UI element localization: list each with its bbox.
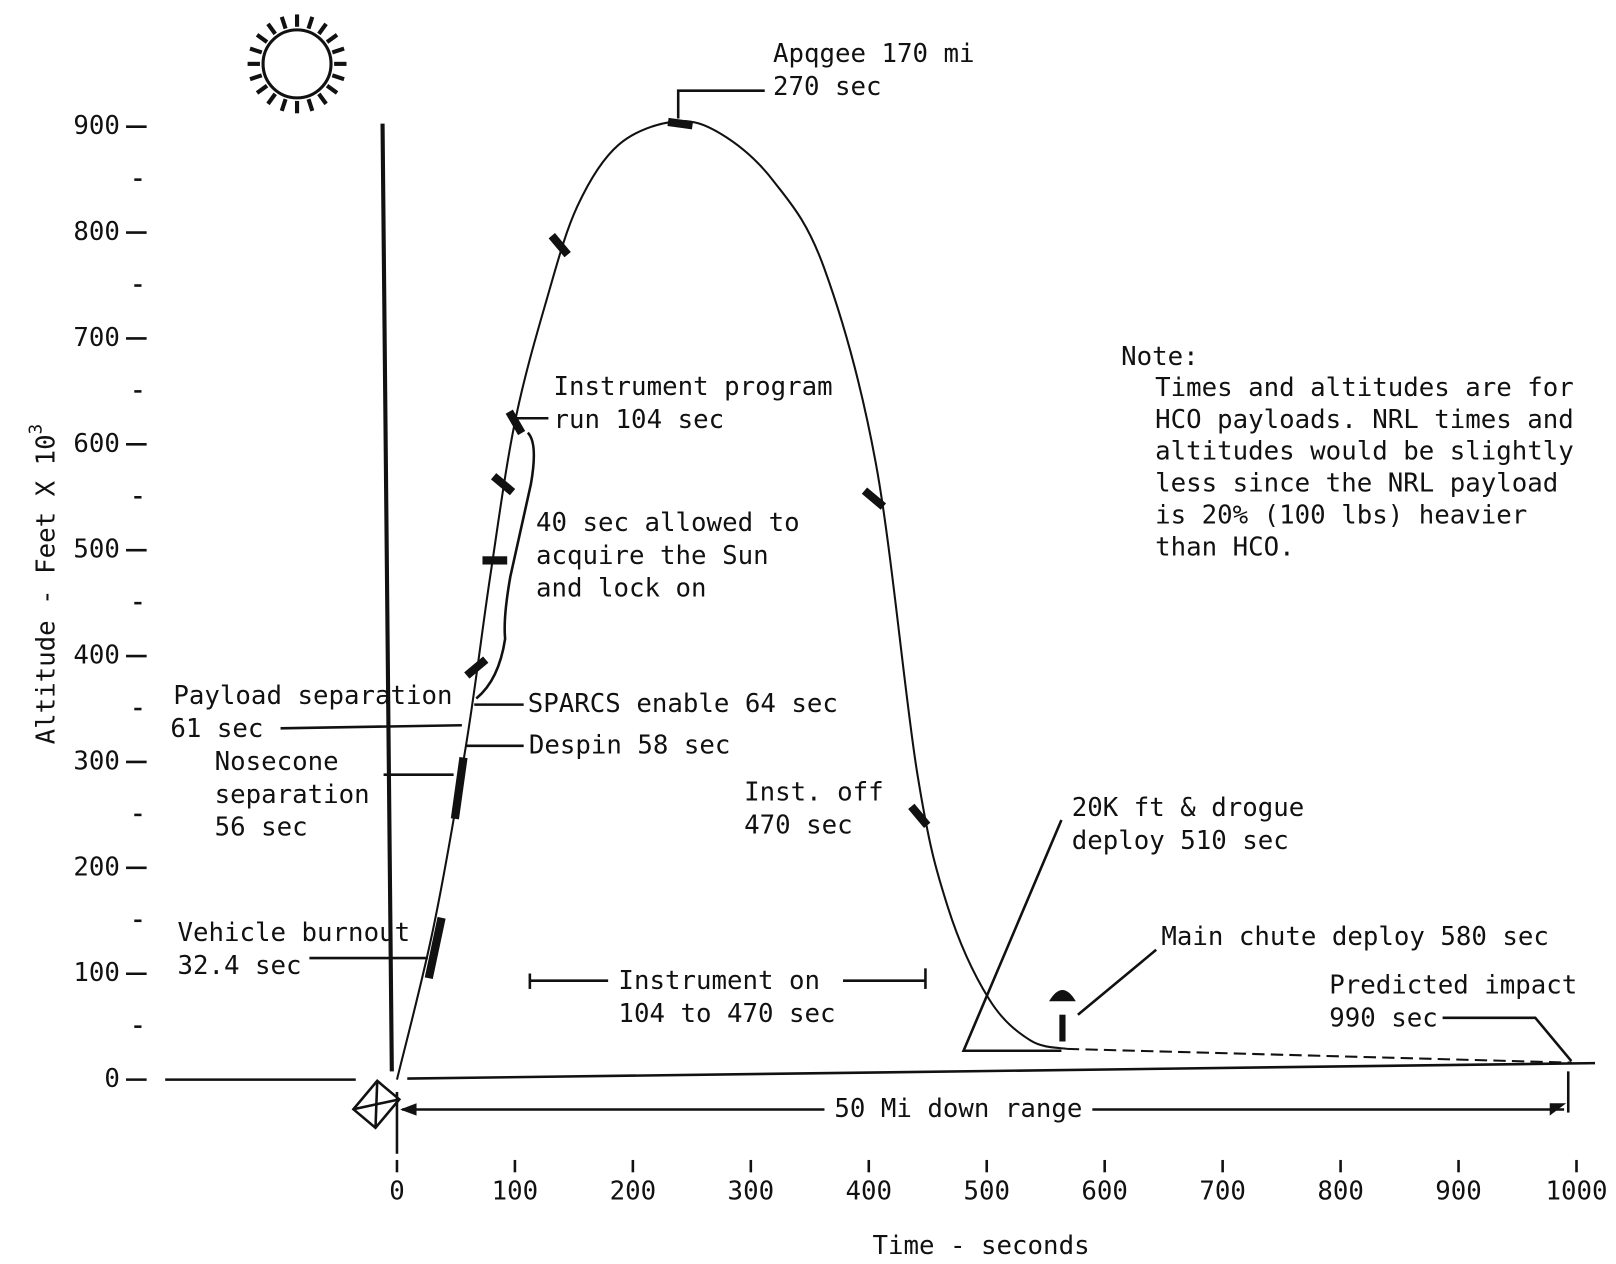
sun-ray (282, 99, 286, 111)
y-tick-label: 200 (73, 852, 120, 882)
leader (281, 725, 462, 728)
annotation: run 104 sec (554, 405, 725, 435)
annotation: 270 sec (773, 72, 882, 102)
note-line: than HCO. (1155, 533, 1295, 563)
y-tick-label: 900 (73, 111, 120, 141)
sun-ray (268, 94, 275, 104)
chart: Altitude - Feet X 103 Time - seconds 0 10… (0, 0, 1616, 1264)
annotation: separation (215, 780, 370, 810)
y-axis-label-text: Altitude - Feet X 10 (31, 434, 61, 744)
sun-ray (309, 17, 313, 29)
annotation: Inst. off (744, 778, 884, 808)
y-tick-label: 0 (104, 1064, 120, 1094)
y-tick-label: 300 (73, 746, 120, 776)
annotation: 990 sec (1329, 1003, 1438, 1033)
annotation: 50 Mi down range (834, 1094, 1082, 1124)
annotation: 61 sec (170, 714, 263, 744)
annotation: 40 sec allowed to (536, 508, 800, 538)
annotation: 470 sec (744, 811, 853, 841)
x-tick-label: 400 (846, 1176, 893, 1206)
x-tick-label: 100 (492, 1176, 539, 1206)
annotation: 104 to 470 sec (618, 999, 835, 1029)
x-tick-label: 0 (389, 1176, 405, 1206)
arrow-head (400, 1103, 416, 1115)
y-tick-label: 600 (73, 429, 120, 459)
sun-ray (319, 24, 326, 34)
y-axis-label: Altitude - Feet X 103 (26, 424, 61, 745)
sun-ray (309, 99, 313, 111)
ground-line (407, 1063, 1595, 1078)
sun-ray (282, 17, 286, 29)
leader (678, 91, 765, 119)
sun-ray (268, 24, 275, 34)
leader (1078, 950, 1156, 1015)
launch-tower (353, 1081, 399, 1128)
note-line: Times and altitudes are for (1155, 373, 1574, 403)
x-tick-label: 300 (728, 1176, 775, 1206)
x-tick-label: 900 (1435, 1176, 1482, 1206)
sun-ray (332, 49, 344, 53)
trajectory (397, 121, 1067, 1080)
note-line: is 20% (100 lbs) heavier (1155, 501, 1527, 531)
annotation: deploy 510 sec (1072, 826, 1289, 856)
y-tick-label: 800 (73, 217, 120, 247)
leader (964, 820, 1062, 1051)
leader (1443, 1018, 1572, 1061)
annotation: 56 sec (215, 813, 308, 843)
annotation: Apqgee 170 mi (773, 39, 975, 69)
y-tick-label: 100 (73, 958, 120, 988)
annotation: Instrument program (554, 372, 833, 402)
sun-ray (332, 75, 344, 79)
y-tick-label: 400 (73, 641, 120, 671)
sun-ray (327, 86, 337, 93)
sun-ray (257, 86, 267, 93)
payload-icons (425, 118, 1076, 1042)
y-tick-label: 500 (73, 535, 120, 565)
annotation: 32.4 sec (178, 951, 302, 981)
annotation: Predicted impact (1329, 970, 1577, 1000)
note-line: HCO payloads. NRL times and (1155, 405, 1574, 435)
y-tick-label: 700 (73, 323, 120, 353)
x-tick-label: 500 (963, 1176, 1010, 1206)
annotation: Main chute deploy 580 sec (1161, 922, 1549, 952)
sun-ray (250, 75, 262, 79)
y-axis-label-exponent: 3 (26, 424, 46, 435)
x-tick-label: 700 (1199, 1176, 1246, 1206)
x-tick-label: 1000 (1545, 1176, 1607, 1206)
annotation: SPARCS enable 64 sec (528, 689, 838, 719)
note-title: Note: (1121, 342, 1199, 372)
annotation: and lock on (536, 574, 707, 604)
x-axis-label: Time - seconds (873, 1231, 1090, 1261)
annotation: Nosecone (215, 747, 339, 777)
x-tick-label: 600 (1081, 1176, 1128, 1206)
x-tick-label: 200 (610, 1176, 657, 1206)
annotation: Payload separation (173, 681, 452, 711)
sun-ray (257, 35, 267, 42)
note-line: less since the NRL payload (1155, 469, 1558, 499)
sun-ray (250, 49, 262, 53)
sun (248, 14, 347, 113)
x-tick-label: 800 (1317, 1176, 1364, 1206)
trajectory (1067, 1049, 1572, 1063)
sun-ray (327, 35, 337, 42)
sun-ray (319, 94, 326, 104)
annotation: Despin 58 sec (529, 730, 731, 760)
annotation: 20K ft & drogue (1072, 793, 1305, 823)
annotation: acquire the Sun (536, 541, 769, 571)
annotation: Instrument on (618, 966, 820, 996)
note-line: altitudes would be slightly (1155, 437, 1574, 467)
annotation: Vehicle burnout (178, 918, 411, 948)
